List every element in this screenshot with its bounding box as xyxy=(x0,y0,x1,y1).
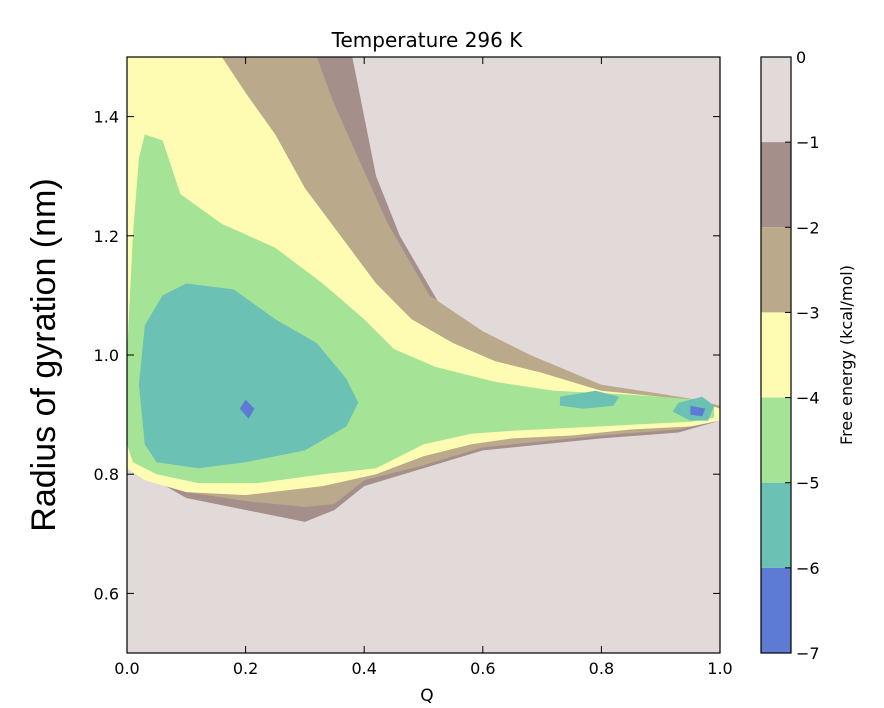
colorbar-tick-label: −2 xyxy=(796,218,820,237)
axes: 0.0 0.2 0.4 0.6 0.8 1.0 0.6 0.8 1.0 1.2 1.4 xyxy=(94,56,733,678)
contour-region-7 xyxy=(239,399,255,419)
chart-title: Temperature 296 K xyxy=(331,28,524,52)
x-tick-label: 0.8 xyxy=(589,659,614,678)
contour-region-8 xyxy=(690,405,706,417)
colorbar-segment-5 xyxy=(761,482,791,568)
contour-regions xyxy=(127,57,720,522)
colorbar-label: Free energy (kcal/mol) xyxy=(837,265,856,445)
colorbar-tick-label: −4 xyxy=(796,389,820,408)
contour-region-5 xyxy=(559,390,620,409)
x-tick-label: 0.2 xyxy=(233,659,258,678)
plot-area xyxy=(127,57,720,653)
x-tick-label: 0.4 xyxy=(351,659,376,678)
y-tick-label: 1.2 xyxy=(94,227,119,246)
colorbar-segment-0 xyxy=(761,57,791,143)
colorbar: 0 −1 −2 −3 −4 −5 −6 −7 xyxy=(760,48,820,663)
y-axis-label: Radius of gyration (nm) xyxy=(25,178,63,531)
colorbar-tick-label: −6 xyxy=(796,559,820,578)
x-tick-label: 0.0 xyxy=(114,659,139,678)
colorbar-segment-1 xyxy=(761,142,791,228)
y-tick-label: 1.4 xyxy=(94,108,119,127)
colorbar-tick-label: −7 xyxy=(796,644,820,663)
colorbar-tick-label: −1 xyxy=(796,133,820,152)
contour-region-4 xyxy=(138,283,359,469)
y-tick-label: 1.0 xyxy=(94,346,119,365)
colorbar-segment-2 xyxy=(761,227,791,313)
colorbar-tick-label: 0 xyxy=(796,48,806,67)
x-tick-label: 0.6 xyxy=(470,659,495,678)
colorbar-segment-3 xyxy=(761,312,791,398)
colorbar-segment-6 xyxy=(761,567,791,653)
colorbar-tick-label: −3 xyxy=(796,303,820,322)
x-tick-label: 1.0 xyxy=(707,659,732,678)
y-tick-label: 0.8 xyxy=(94,465,119,484)
colorbar-segment-4 xyxy=(761,397,791,483)
colorbar-frame xyxy=(760,56,792,654)
y-tick-label: 0.6 xyxy=(94,584,119,603)
x-axis-label: Q xyxy=(420,686,433,706)
colorbar-tick-label: −5 xyxy=(796,474,820,493)
